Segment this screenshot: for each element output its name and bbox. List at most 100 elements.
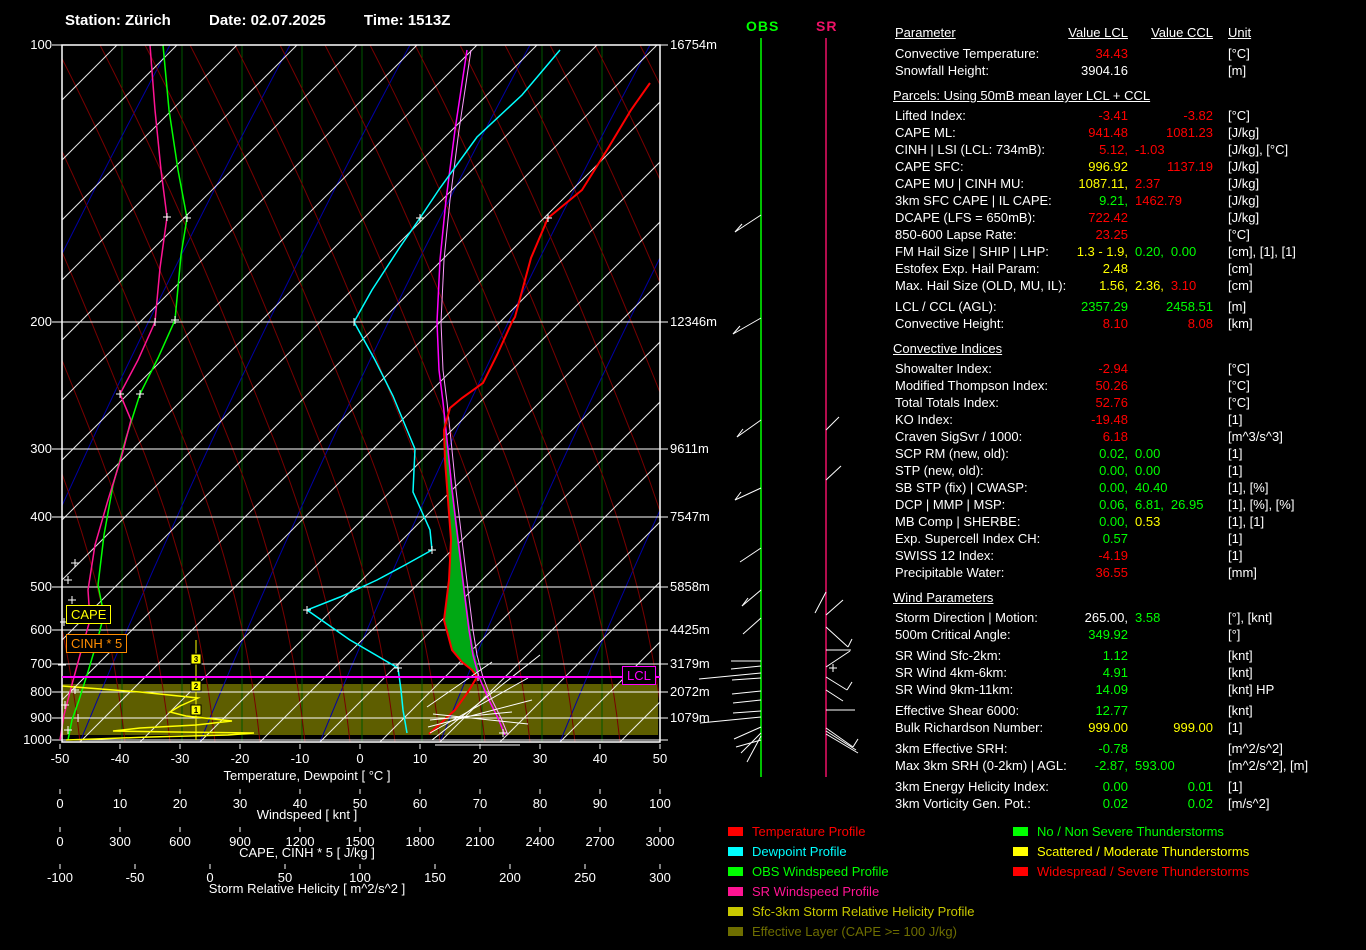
parameter-value: 0.00 bbox=[1102, 779, 1128, 794]
parameter-value: 0.00, bbox=[1099, 463, 1128, 478]
table-row: Convective Temperature: 34.43 [°C] bbox=[893, 45, 1363, 62]
legend-swatch bbox=[728, 827, 743, 836]
parameter-value: -19.48 bbox=[1091, 412, 1128, 427]
value-lcl-cell: 0.02 bbox=[1028, 795, 1128, 812]
wind-barb bbox=[698, 672, 762, 680]
value-lcl-cell: 52.76 bbox=[1028, 394, 1128, 411]
value-lcl-cell: 3904.16 bbox=[1028, 62, 1128, 79]
moist-adiabat-line bbox=[62, 250, 216, 742]
table-row: Max. Hail Size (OLD, MU, IL): 1.56, 2.36, 3… bbox=[893, 277, 1363, 294]
moist-adiabat-line bbox=[62, 626, 81, 742]
parameter-unit: [mm] bbox=[1228, 565, 1257, 580]
parameter-label: DCAPE (LFS = 650mB): bbox=[895, 210, 1036, 225]
wind-barb bbox=[427, 699, 533, 728]
legend-swatch bbox=[728, 927, 743, 936]
parameter-value: 2.48 bbox=[1102, 261, 1128, 276]
table-header-row: Parameter Value LCL Value CCL Unit bbox=[893, 24, 1363, 45]
moist-adiabat-line bbox=[459, 45, 660, 513]
wind-barb bbox=[732, 325, 741, 335]
parameter-unit: [1], [%] bbox=[1228, 480, 1269, 495]
parameter-value: 2357.29 bbox=[1081, 299, 1128, 314]
data-point-marker bbox=[499, 729, 507, 737]
parameter-unit: [°], [knt] bbox=[1228, 610, 1273, 625]
parameter-label: Precipitable Water: bbox=[895, 565, 1005, 580]
legend-item: Sfc-3km Storm Relative Helicity Profile bbox=[728, 904, 975, 924]
parameter-label: CINH | LSI (LCL: 734mB): bbox=[895, 142, 1046, 157]
table-row: 850-600 Lapse Rate: 23.25 [°C] bbox=[893, 226, 1363, 243]
parameter-label: Max. Hail Size (OLD, MU, IL): bbox=[895, 278, 1067, 293]
moist-adiabat-line bbox=[62, 57, 306, 742]
wind-barb bbox=[852, 738, 859, 748]
data-point-marker bbox=[71, 559, 79, 567]
column-header-value-ccl: Value CCL bbox=[1151, 25, 1213, 40]
axis-tick-label: -100 bbox=[46, 870, 74, 885]
data-point-marker bbox=[68, 596, 76, 604]
parameter-value: 3.58 bbox=[1135, 610, 1161, 625]
wind-barb bbox=[736, 419, 762, 438]
dry-adiabat-line bbox=[0, 45, 50, 742]
table-row: CAPE ML: 941.48 1081.23 [J/kg] bbox=[893, 124, 1363, 141]
legend-label: Temperature Profile bbox=[752, 824, 866, 839]
wind-barb bbox=[734, 487, 762, 501]
value-lcl-cell: 5.12, -1.03 bbox=[1028, 141, 1165, 158]
pressure-label: 500 bbox=[30, 579, 52, 594]
dewpoint-profile bbox=[305, 49, 561, 734]
parameter-unit: [J/kg], [°C] bbox=[1228, 142, 1289, 157]
parameter-unit: [1] bbox=[1228, 779, 1243, 794]
legend-swatch bbox=[728, 867, 743, 876]
legend-item: SR Windspeed Profile bbox=[728, 884, 975, 904]
moist-adiabat-line bbox=[639, 45, 660, 86]
legend-label: Widespread / Severe Thunderstorms bbox=[1037, 864, 1250, 879]
table-row: SR Wind Sfc-2km: 1.12 [knt] bbox=[893, 647, 1363, 664]
altitude-label: 5858m bbox=[670, 579, 710, 594]
data-point-marker bbox=[428, 546, 436, 554]
skewt-grid bbox=[0, 45, 660, 742]
legend-item: Dewpoint Profile bbox=[728, 844, 975, 864]
parameter-unit: [1] bbox=[1228, 720, 1243, 735]
moist-adiabat-line bbox=[234, 45, 486, 742]
isotherm-line bbox=[439, 521, 660, 742]
axis-tick-label: 70 bbox=[472, 796, 488, 811]
wind-barb bbox=[736, 428, 744, 438]
value-lcl-cell: 1.12 bbox=[1028, 647, 1128, 664]
parameter-value: -3.41 bbox=[1098, 108, 1128, 123]
axis-tick-label: -30 bbox=[170, 751, 190, 766]
table-row: LCL / CCL (AGL): 2357.29 2458.51 [m] bbox=[893, 298, 1363, 315]
wind-barb bbox=[825, 650, 851, 668]
column-header-value-lcl: Value LCL bbox=[1068, 25, 1128, 40]
data-point-marker bbox=[829, 664, 837, 672]
data-point-marker bbox=[394, 664, 402, 672]
axis-tick-label: 600 bbox=[169, 834, 191, 849]
value-lcl-cell: 0.00, 40.40 bbox=[1028, 479, 1167, 496]
parameter-unit: [m^2/s^2] bbox=[1228, 741, 1283, 756]
moist-adiabat-line bbox=[504, 45, 660, 394]
value-lcl-cell: 8.10 bbox=[1028, 315, 1128, 332]
table-row: Estofex Exp. Hail Param: 2.48 [cm] bbox=[893, 260, 1363, 277]
axis-tick-label: 0 bbox=[56, 796, 64, 811]
data-point-marker bbox=[163, 213, 171, 221]
legend-label: SR Windspeed Profile bbox=[752, 884, 880, 899]
pressure-label: 700 bbox=[30, 656, 52, 671]
table-row: Storm Direction | Motion: 265.00, 3.58 [°],… bbox=[893, 609, 1363, 626]
isotherm-line bbox=[62, 45, 418, 401]
value-lcl-cell: -4.19 bbox=[1028, 547, 1128, 564]
parameter-label: KO Index: bbox=[895, 412, 953, 427]
parameter-label: Lifted Index: bbox=[895, 108, 966, 123]
altitude-label: 16754m bbox=[670, 37, 717, 52]
parameter-unit: [°C] bbox=[1228, 227, 1250, 242]
column-header-unit: Unit bbox=[1228, 25, 1252, 40]
axis-title: Temperature, Dewpoint [ °C ] bbox=[223, 768, 391, 783]
table-row: Max 3km SRH (0-2km) | AGL: -2.87, 593.00 [m… bbox=[893, 757, 1363, 774]
legend-item: Effective Layer (CAPE >= 100 J/kg) bbox=[728, 924, 975, 944]
table-row: Lifted Index: -3.41 -3.82 [°C] bbox=[893, 107, 1363, 124]
parameter-label: SB STP (fix) | CWASP: bbox=[895, 480, 1028, 495]
parameter-value: 2.36, bbox=[1135, 278, 1164, 293]
axis-tick-label: 300 bbox=[109, 834, 131, 849]
value-lcl-cell: 941.48 bbox=[1028, 124, 1128, 141]
parameter-label: FM Hail Size | SHIP | LHP: bbox=[895, 244, 1049, 259]
table-row: Craven SigSvr / 1000: 6.18 [m^3/s^3] bbox=[893, 428, 1363, 445]
severity-legend: No / Non Severe Thunderstorms Scattered /… bbox=[1013, 824, 1249, 884]
wind-barb bbox=[734, 214, 762, 233]
parameter-unit: [J/kg] bbox=[1228, 125, 1260, 140]
